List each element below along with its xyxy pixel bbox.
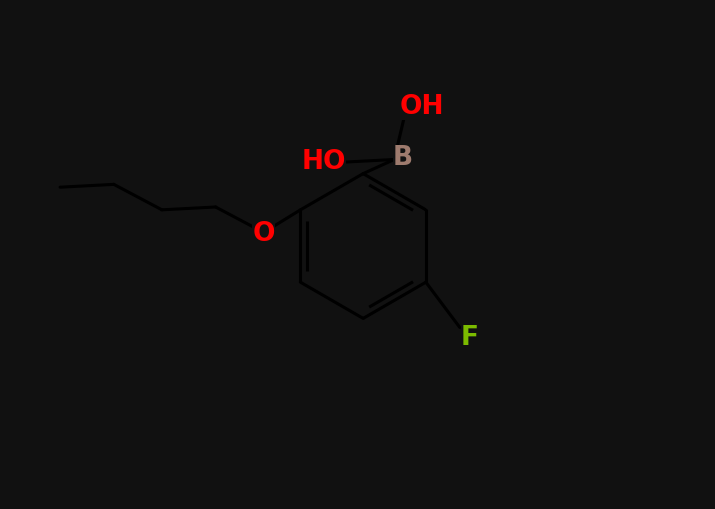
Text: OH: OH — [399, 94, 444, 120]
Text: B: B — [393, 146, 413, 172]
Text: O: O — [252, 220, 275, 246]
Text: F: F — [461, 325, 479, 351]
Text: HO: HO — [301, 149, 346, 175]
